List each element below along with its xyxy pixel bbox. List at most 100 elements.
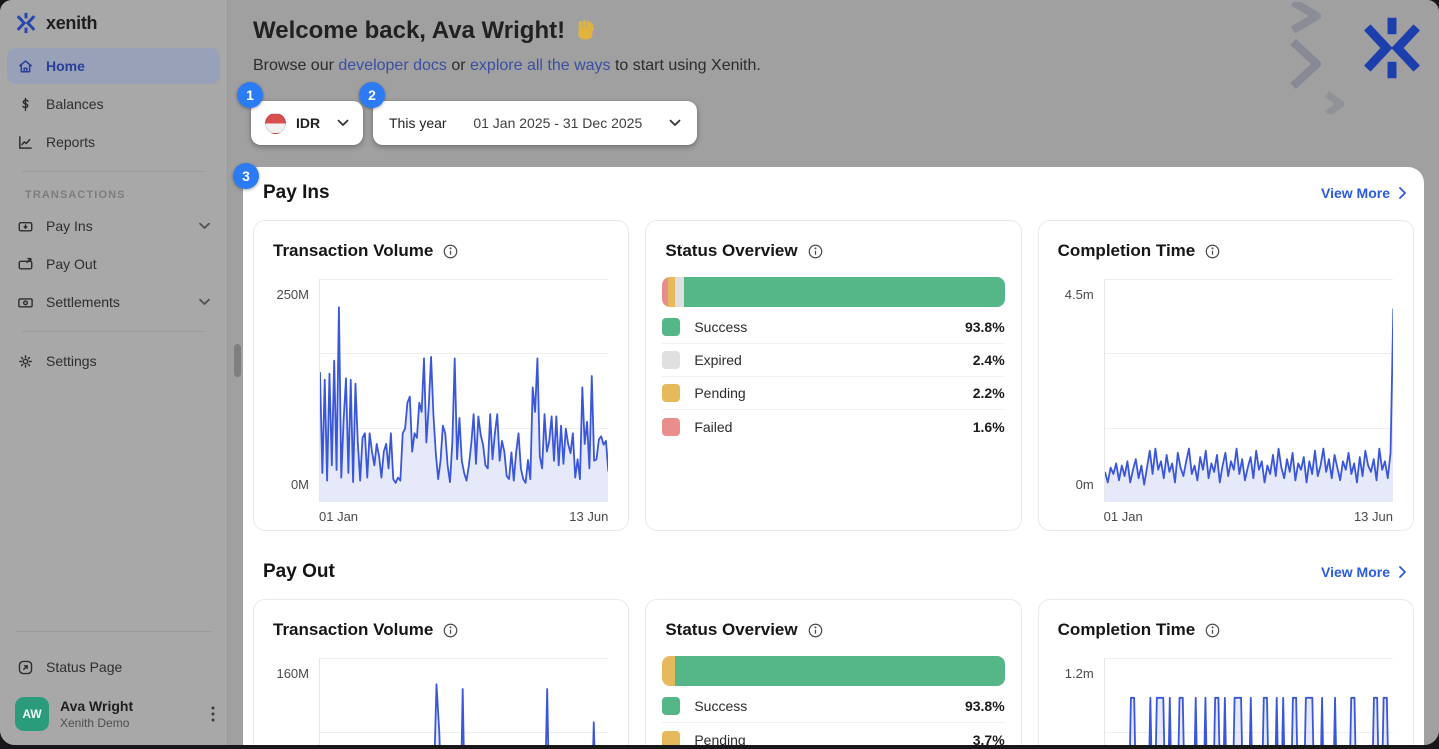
legend-row-failed: Failed 1.6% xyxy=(662,410,1005,443)
info-icon[interactable] xyxy=(442,243,459,260)
pay-out-completion-time-card: Completion Time 1.2m xyxy=(1037,599,1414,745)
legend-label: Pending xyxy=(694,731,746,746)
user-info: Ava Wright Xenith Demo xyxy=(60,698,200,730)
date-preset: This year xyxy=(389,115,447,131)
view-more-label: View More xyxy=(1321,185,1390,201)
explore-ways-link[interactable]: explore all the ways xyxy=(470,57,611,74)
y-axis-zero-label: 0m xyxy=(1075,477,1094,493)
chevron-down-icon xyxy=(199,298,210,306)
sidebar-divider xyxy=(15,631,212,632)
legend-value: 2.4% xyxy=(972,352,1005,368)
legend-label: Success xyxy=(694,319,748,335)
chevron-right-icon xyxy=(1399,187,1406,199)
pay-out-transaction-volume-card: Transaction Volume 160M xyxy=(253,599,630,745)
line-chart: 250M 0M xyxy=(254,279,628,502)
pay-ins-completion-time-card: Completion Time 4.5m 0m xyxy=(1037,220,1414,531)
sidebar-item-pay-out[interactable]: Pay Out xyxy=(7,246,220,282)
legend-value: 93.8% xyxy=(964,319,1005,335)
date-range-select[interactable]: 2 This year 01 Jan 2025 - 31 Dec 2025 xyxy=(359,82,697,145)
sidebar-divider xyxy=(22,331,205,332)
card-title: Transaction Volume xyxy=(273,241,434,260)
app-logo: xenith xyxy=(0,0,227,42)
pay-ins-status-overview-card: Status Overview Success 93.8% xyxy=(645,220,1022,531)
completion-line-chart xyxy=(1105,658,1393,745)
user-name: Ava Wright xyxy=(60,698,134,714)
home-icon xyxy=(17,58,34,75)
card-title: Transaction Volume xyxy=(273,620,434,639)
pay-out-view-more-link[interactable]: View More xyxy=(1321,564,1408,580)
pay-ins-view-more-link[interactable]: View More xyxy=(1321,185,1408,201)
sidebar-spacer xyxy=(0,381,227,620)
sidebar-item-label: Home xyxy=(46,58,85,74)
info-icon[interactable] xyxy=(442,622,459,639)
welcome-subtitle: Browse our developer docs or explore all… xyxy=(253,57,1439,75)
vertical-scrollbar-thumb[interactable] xyxy=(234,344,241,377)
card-title: Status Overview xyxy=(665,620,798,639)
pay-ins-transaction-volume-card: Transaction Volume 250M 0M xyxy=(253,220,630,531)
legend-value: 2.2% xyxy=(972,385,1005,401)
info-icon[interactable] xyxy=(807,243,824,260)
card-title: Completion Time xyxy=(1057,241,1196,260)
legend-row-expired: Expired 2.4% xyxy=(662,344,1005,377)
welcome-header: Welcome back, Ava Wright! Browse xyxy=(228,0,1439,75)
status-stacked-bar xyxy=(662,656,1005,686)
y-axis-max-label: 1.2m xyxy=(1064,665,1094,681)
pay-out-cards: Transaction Volume 160M xyxy=(253,599,1414,745)
sidebar-item-reports[interactable]: Reports xyxy=(7,124,220,160)
subtitle-text: to start using Xenith. xyxy=(610,57,761,74)
xenith-logo-icon xyxy=(15,12,37,34)
info-icon[interactable] xyxy=(807,622,824,639)
page-title-text: Welcome back, Ava Wright! xyxy=(253,17,566,44)
sidebar-item-pay-ins[interactable]: Pay Ins xyxy=(7,208,220,244)
volume-line-chart xyxy=(320,279,609,502)
failed-swatch xyxy=(662,417,681,436)
chevron-down-icon xyxy=(199,222,210,230)
sidebar-item-label: Pay Out xyxy=(46,256,97,272)
sidebar-item-home[interactable]: Home xyxy=(7,48,220,84)
sidebar-item-balances[interactable]: Balances xyxy=(7,86,220,122)
main-area: Welcome back, Ava Wright! Browse xyxy=(228,0,1439,745)
sidebar-item-status-page[interactable]: Status Page xyxy=(7,649,220,685)
legend-row-pending: Pending 2.2% xyxy=(662,377,1005,410)
page-title: Welcome back, Ava Wright! xyxy=(253,17,1439,45)
user-menu[interactable]: AW Ava Wright Xenith Demo xyxy=(0,687,227,745)
pending-swatch xyxy=(662,384,681,402)
info-icon[interactable] xyxy=(1204,243,1221,260)
status-stacked-bar xyxy=(662,277,1005,307)
currency-select[interactable]: 1 IDR xyxy=(237,82,363,145)
x-axis-start-label: 01 Jan xyxy=(1103,509,1143,524)
xenith-watermark-icon xyxy=(1359,12,1425,89)
x-axis-end-label: 13 Jun xyxy=(569,509,609,524)
volume-line-chart xyxy=(320,658,608,745)
pay-ins-icon xyxy=(17,218,34,235)
expired-swatch xyxy=(662,351,681,369)
status-legend: Success 93.8% Expired 2.4% Pending 2.2% xyxy=(662,311,1005,443)
x-axis-end-label: 13 Jun xyxy=(1353,509,1393,524)
tour-badge-1: 1 xyxy=(237,82,263,108)
developer-docs-link[interactable]: developer docs xyxy=(338,57,447,74)
success-swatch xyxy=(662,697,681,715)
y-axis-max-label: 4.5m xyxy=(1064,286,1094,302)
currency-value: IDR xyxy=(296,115,321,131)
legend-label: Failed xyxy=(694,418,733,435)
x-axis-start-label: 01 Jan xyxy=(319,509,359,524)
gear-icon xyxy=(17,353,34,370)
sidebar-item-label: Settlements xyxy=(46,294,120,310)
pending-swatch xyxy=(662,730,681,745)
legend-label: Success xyxy=(694,698,748,714)
sidebar-item-label: Settings xyxy=(46,353,97,369)
sidebar-item-label: Reports xyxy=(46,134,96,150)
legend-value: 93.8% xyxy=(964,698,1005,714)
completion-line-chart xyxy=(1104,279,1393,502)
chevron-right-icon xyxy=(1399,566,1406,578)
sidebar-item-settings[interactable]: Settings xyxy=(7,343,220,379)
card-title: Status Overview xyxy=(665,241,798,260)
kebab-menu-icon[interactable] xyxy=(211,706,215,722)
line-chart: 1.2m xyxy=(1039,658,1413,745)
sidebar-item-settlements[interactable]: Settlements xyxy=(7,284,220,320)
info-icon[interactable] xyxy=(1204,622,1221,639)
indonesia-flag-icon xyxy=(265,112,286,134)
y-axis-max-label: 250M xyxy=(276,286,309,302)
status-legend: Success 93.8% Pending 3.7% xyxy=(662,690,1005,746)
